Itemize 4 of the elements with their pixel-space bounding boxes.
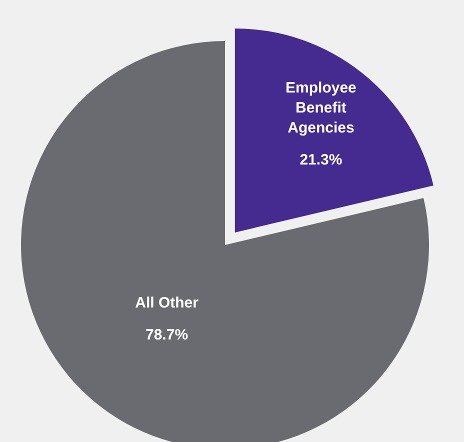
data-label: 78.7% [146, 326, 188, 344]
slice-label: Employee Benefit Agencies [286, 80, 356, 137]
slice-label: All Other [135, 294, 199, 312]
data-label: 21.3% [300, 152, 342, 169]
